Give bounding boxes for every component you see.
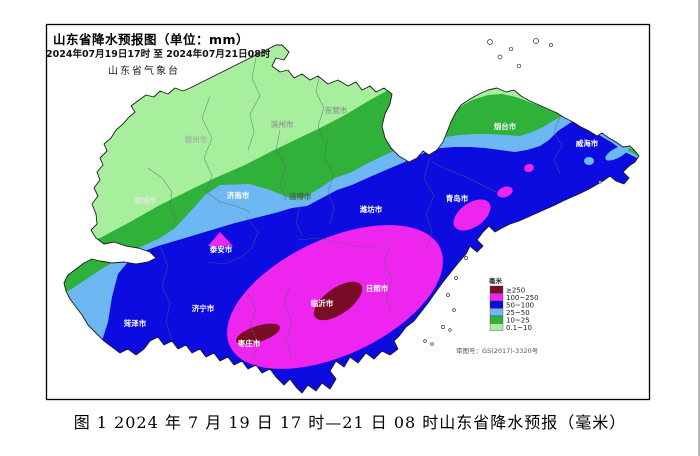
island <box>598 180 602 184</box>
island <box>441 325 445 329</box>
island <box>446 293 450 297</box>
city-boundary-line <box>295 205 303 237</box>
city-label-jining: 济宁市 <box>192 303 215 313</box>
city-label-rizhao: 日照市 <box>366 283 389 293</box>
map-legend: 毫米 ≥250 100~250 50~100 25~50 10~25 0.1~1… <box>456 276 539 355</box>
island <box>516 63 522 69</box>
region-100-250mm-qingdao <box>453 199 491 231</box>
city-boundary-line <box>315 71 325 143</box>
screen-edge-divider <box>698 0 700 456</box>
legend-label: 25~50 <box>506 309 530 317</box>
city-label-dongying: 东营市 <box>325 105 348 115</box>
city-label-zaozhuang: 枣庄市 <box>237 338 261 348</box>
island <box>464 256 468 260</box>
island <box>487 39 493 45</box>
legend-swatch <box>489 315 504 324</box>
city-label-jinan: 济南市 <box>227 190 250 200</box>
island <box>448 328 452 332</box>
city-boundary-line <box>247 57 261 151</box>
city-label-yantai: 烟台市 <box>494 121 517 131</box>
island <box>497 54 503 60</box>
city-boundary-line <box>553 116 563 175</box>
city-label-dezhou: 德州市 <box>185 134 208 144</box>
city-boundary-line <box>201 95 213 193</box>
city-boundary-line <box>283 285 293 359</box>
legend-label: 50~100 <box>506 302 534 310</box>
city-boundary-line <box>205 191 251 213</box>
legend-swatch <box>489 323 504 331</box>
province-outline <box>63 44 640 394</box>
legend-swatch <box>489 308 504 316</box>
legend-swatch <box>489 285 504 294</box>
region-ge-250mm-linyi <box>313 281 363 321</box>
city-label-qingdao: 青岛市 <box>446 193 469 203</box>
region-25-50mm-east-tip-2 <box>584 157 594 165</box>
city-labels: 德州市 滨州市 东营市 聊城市 济南市 淄博市 潍坊市 烟台市 威海市 青岛市 … <box>124 105 599 348</box>
island <box>454 276 458 280</box>
city-label-linyi: 临沂市 <box>311 298 334 308</box>
city-boundary-line <box>383 245 393 315</box>
city-boundary-line <box>207 215 259 265</box>
city-boundary-line <box>147 167 177 231</box>
island <box>452 308 456 312</box>
legend-label: 100~250 <box>506 294 539 302</box>
city-label-weihai: 威海市 <box>576 138 599 148</box>
legend-label: 10~25 <box>506 317 530 325</box>
city-boundary-line <box>247 293 259 359</box>
island <box>430 342 434 346</box>
city-boundaries <box>147 57 563 359</box>
city-boundary-line <box>431 161 497 193</box>
legend-label: ≥250 <box>506 287 525 295</box>
map-agency: 山东省气象台 <box>108 66 180 77</box>
city-label-binzhou: 滨州市 <box>271 119 294 129</box>
map-title: 山东省降水预报图（单位：mm） <box>52 32 250 47</box>
legend-swatch <box>489 293 504 301</box>
legend-label: 0.1~10 <box>506 324 532 332</box>
city-boundary-line <box>423 157 435 249</box>
figure-caption: 图 1 2024 年 7 月 19 日 17 时—21 日 08 时山东省降水预… <box>73 413 627 432</box>
city-label-weifang: 潍坊市 <box>360 204 383 214</box>
region-25-50mm-east-tip <box>605 145 629 161</box>
island <box>533 38 539 44</box>
region-100-250mm-taian <box>208 232 233 246</box>
region-ge-250mm-zaozhuang <box>235 323 281 345</box>
map-date-range: 2024年07月19日17时 至 2024年07月21日08时 <box>46 49 271 60</box>
map-approval-number: 审图号：GS(2017)-3320号 <box>456 346 539 355</box>
legend-swatch <box>489 300 504 309</box>
city-boundary-line <box>159 245 173 341</box>
island <box>549 43 553 47</box>
city-label-heze: 菏泽市 <box>124 318 147 328</box>
city-boundary-line <box>323 137 335 225</box>
island <box>508 46 514 52</box>
city-label-zibo: 淄博市 <box>289 191 312 201</box>
region-100-250mm-spot <box>497 186 513 198</box>
islands <box>423 38 602 346</box>
city-boundary-line <box>275 129 287 201</box>
city-label-liaocheng: 聊城市 <box>134 195 157 205</box>
city-boundary-line <box>297 237 378 248</box>
city-label-taian: 泰安市 <box>209 244 233 254</box>
island <box>423 339 427 343</box>
legend-title: 毫米 <box>489 276 503 285</box>
region-100-250mm-spot-2 <box>524 163 534 173</box>
